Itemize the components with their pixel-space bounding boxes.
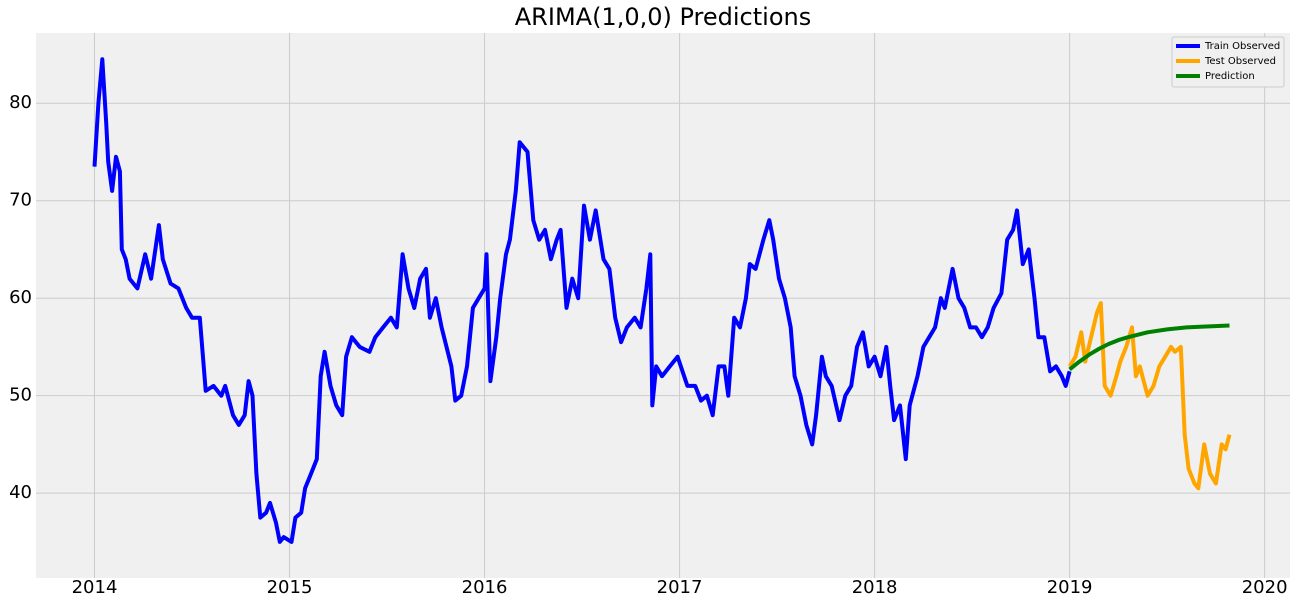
y-tick-label: 80 <box>9 92 32 113</box>
legend-label: Prediction <box>1205 71 1255 82</box>
y-tick-label: 60 <box>9 287 32 308</box>
chart-title: ARIMA(1,0,0) Predictions <box>515 3 811 31</box>
x-tick-label: 2014 <box>72 577 118 598</box>
series-line <box>92 57 1072 544</box>
plot-area <box>36 33 1290 578</box>
x-tick-label: 2019 <box>1047 577 1093 598</box>
series-line <box>1068 323 1230 371</box>
y-tick-label: 40 <box>9 482 32 503</box>
y-tick-label: 50 <box>9 385 32 406</box>
x-tick-label: 2015 <box>267 577 313 598</box>
x-tick-label: 2017 <box>657 577 703 598</box>
legend-label: Train Observed <box>1204 41 1280 52</box>
x-tick-label: 2020 <box>1242 577 1288 598</box>
x-tick-label: 2016 <box>462 577 508 598</box>
legend-label: Test Observed <box>1204 56 1276 67</box>
series-line <box>1067 301 1232 491</box>
x-tick-label: 2018 <box>852 577 898 598</box>
y-tick-label: 70 <box>9 190 32 211</box>
